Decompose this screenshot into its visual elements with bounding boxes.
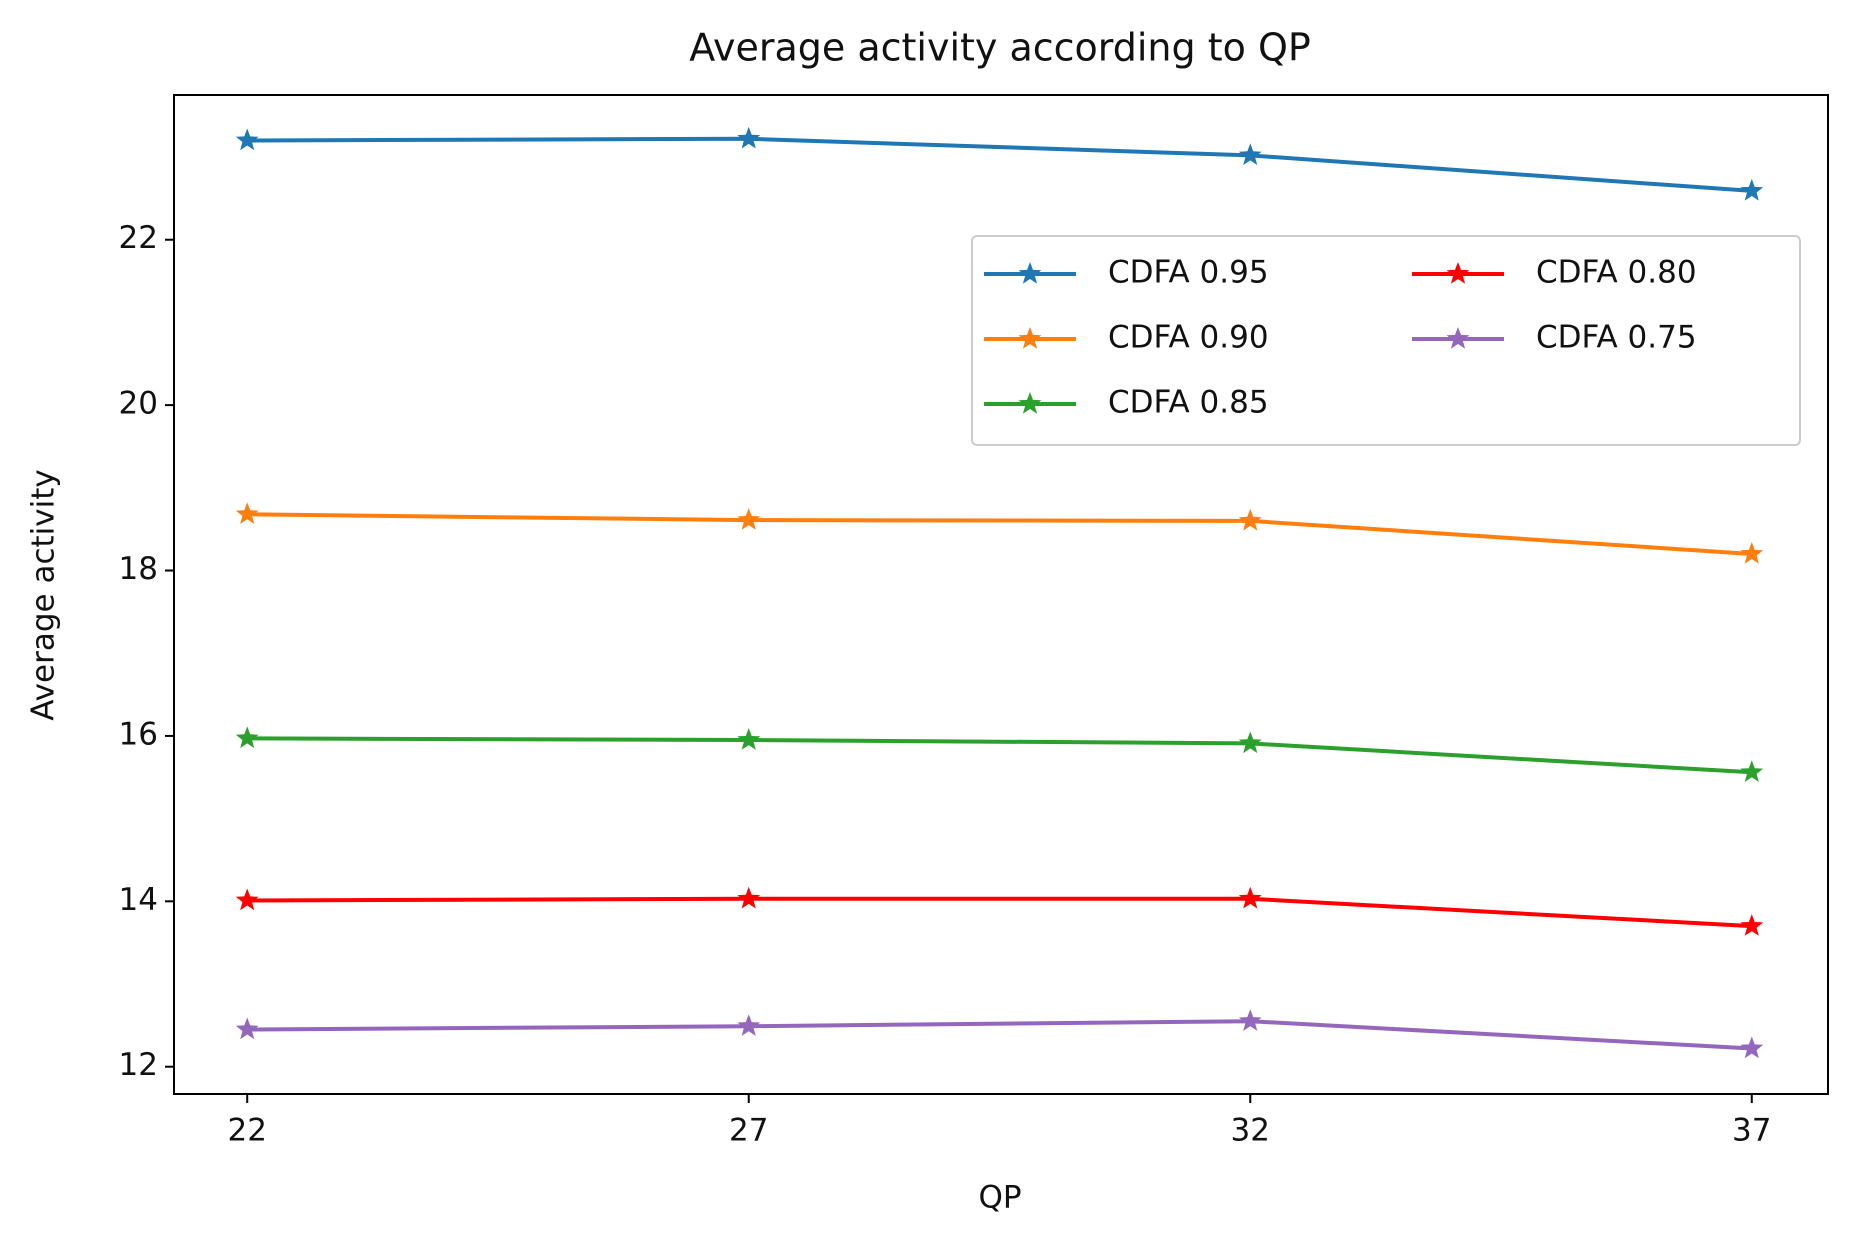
point-marker — [1238, 731, 1262, 754]
point-marker — [1238, 508, 1262, 531]
point-marker — [235, 726, 259, 749]
point-marker — [235, 1017, 259, 1040]
legend-box — [971, 235, 1801, 446]
chart-title: Average activity according to QP — [689, 26, 1311, 70]
y-tick-label: 22 — [119, 220, 158, 256]
x-tick-label: 32 — [1231, 1113, 1270, 1149]
x-axis-label: QP — [978, 1180, 1021, 1216]
x-tick-label: 27 — [729, 1113, 768, 1149]
point-marker — [737, 728, 761, 750]
y-tick-label: 12 — [119, 1047, 158, 1083]
legend-marker — [1446, 327, 1470, 349]
series-line — [247, 896, 1752, 929]
point-marker — [1238, 1009, 1262, 1031]
point-marker — [737, 1014, 761, 1036]
legend-label: CDFA 0.95 — [1108, 255, 1269, 291]
y-tick-label: 20 — [119, 386, 158, 422]
point-marker — [1740, 760, 1764, 782]
series-line — [247, 136, 1752, 193]
legend-label: CDFA 0.85 — [1108, 385, 1269, 421]
point-marker — [1740, 178, 1764, 201]
series-line — [247, 1019, 1752, 1051]
legend-marker — [1018, 262, 1042, 284]
legend-marker — [1018, 327, 1042, 349]
point-marker — [1740, 1036, 1764, 1059]
y-axis-label: Average activity — [26, 469, 62, 720]
point-marker — [1238, 143, 1262, 166]
legend-label: CDFA 0.90 — [1108, 320, 1269, 356]
point-marker — [737, 508, 761, 530]
x-tick-label: 37 — [1732, 1113, 1771, 1149]
legend-label: CDFA 0.75 — [1536, 320, 1697, 356]
y-tick-label: 16 — [119, 716, 158, 752]
y-tick-label: 18 — [119, 551, 158, 587]
series-line — [247, 736, 1752, 775]
point-marker — [235, 128, 259, 151]
x-tick-label: 22 — [227, 1113, 266, 1149]
point-marker — [235, 502, 259, 524]
series-line — [247, 512, 1752, 556]
plot-frame — [173, 94, 1829, 1095]
legend-marker — [1446, 262, 1470, 284]
point-marker — [1740, 914, 1764, 936]
y-tick-label: 14 — [119, 882, 158, 918]
point-marker — [737, 886, 761, 909]
point-marker — [1238, 886, 1262, 909]
point-marker — [1740, 542, 1764, 564]
legend-label: CDFA 0.80 — [1536, 255, 1697, 291]
point-marker — [737, 126, 761, 149]
point-marker — [235, 888, 259, 911]
legend-marker — [1018, 392, 1042, 414]
